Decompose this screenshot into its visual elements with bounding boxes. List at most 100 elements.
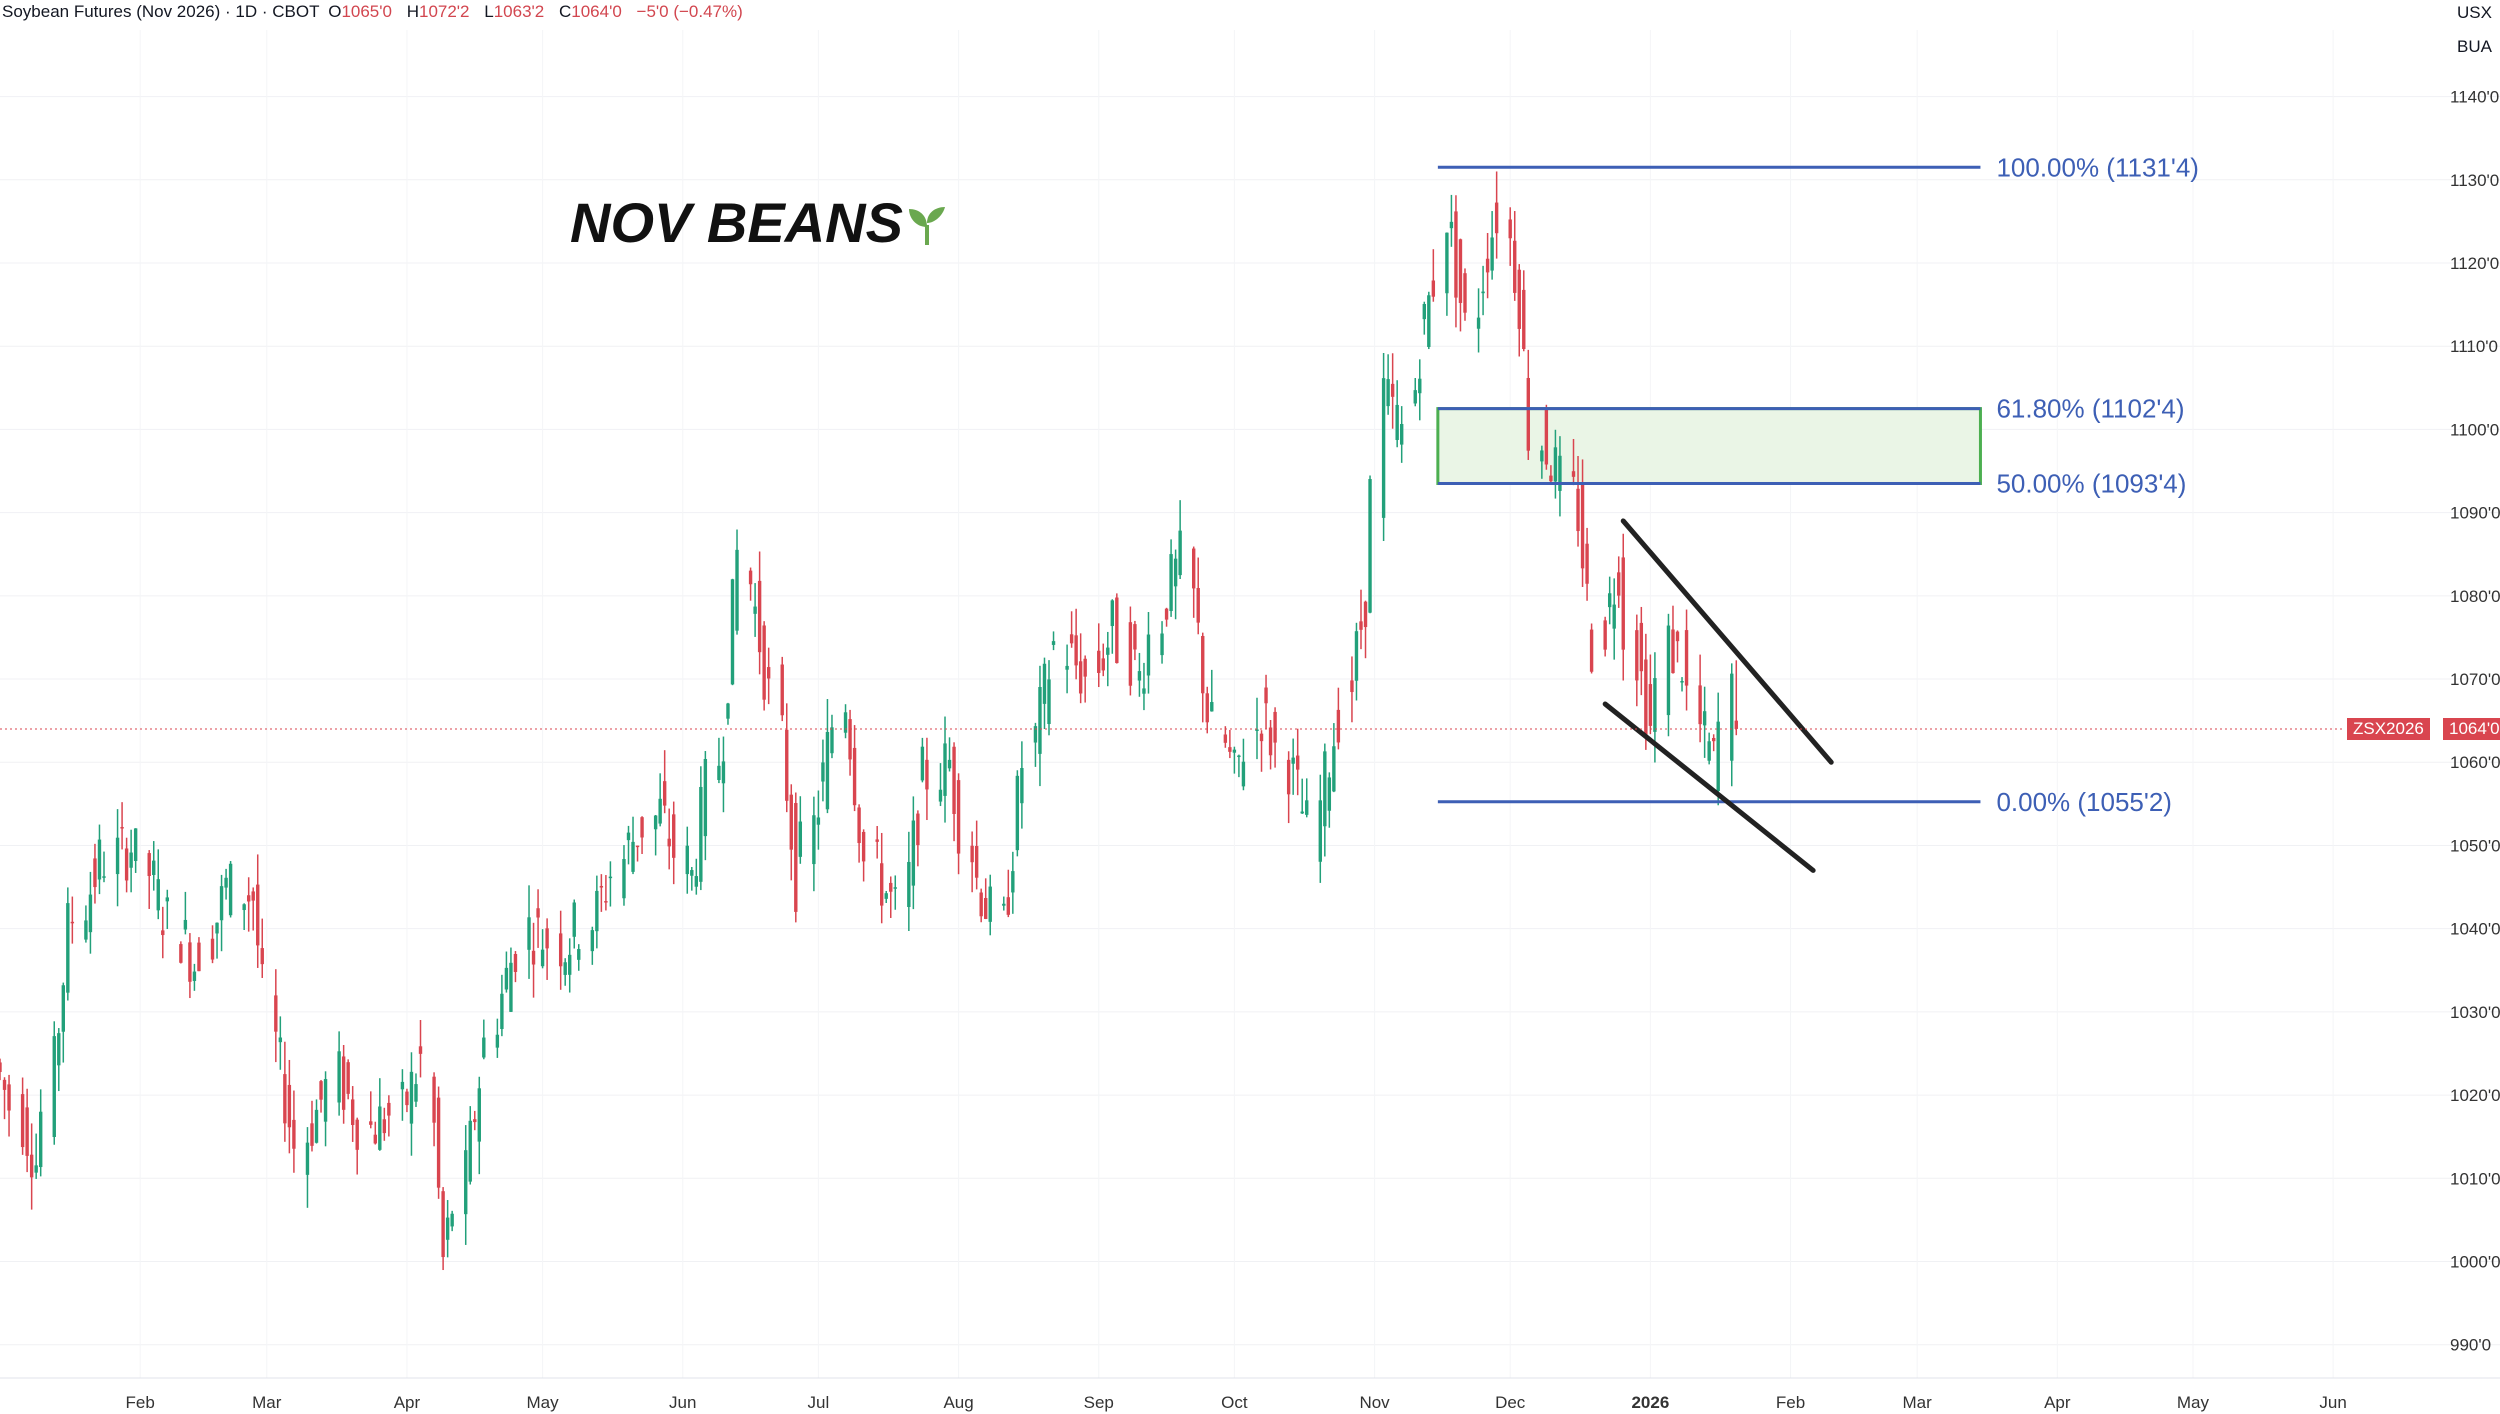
candle-body: [1178, 530, 1182, 576]
candle-body: [183, 919, 188, 930]
brand-text: NOV BEANS: [570, 191, 903, 254]
candle-body: [572, 902, 576, 937]
chart-header: Soybean Futures (Nov 2026) · 1D · CBOT O…: [2, 0, 753, 24]
candle-body: [1241, 761, 1246, 787]
candle-body: [1051, 641, 1056, 645]
candle-body: [1639, 622, 1644, 672]
open-label: O: [328, 2, 342, 21]
candle-body: [595, 890, 599, 932]
candle-body: [1422, 303, 1426, 320]
candle-body: [500, 993, 504, 1030]
candle-body: [120, 827, 124, 829]
symbol-title[interactable]: Soybean Futures (Nov 2026) · 1D · CBOT: [2, 2, 320, 21]
candle-body: [57, 1033, 61, 1066]
x-tick-label: Mar: [1903, 1393, 1933, 1412]
candle-body: [1445, 232, 1449, 294]
candle-body: [1476, 317, 1481, 329]
candle-body: [1707, 741, 1711, 761]
x-tick-label: Apr: [394, 1393, 421, 1412]
candle-body: [70, 921, 75, 924]
candle-body: [974, 846, 979, 878]
candle-body: [893, 887, 897, 889]
candle-body: [323, 1079, 328, 1122]
candle-body: [861, 831, 866, 862]
candle-body: [7, 1084, 11, 1111]
candle-body: [1264, 687, 1268, 704]
candle-body: [527, 917, 531, 950]
y-tick-label: 1060'0: [2450, 753, 2500, 772]
candle-body: [1020, 768, 1024, 804]
candle-series: [0, 171, 1738, 1271]
candle-body: [287, 1084, 292, 1128]
x-tick-label: Aug: [943, 1393, 973, 1412]
unit-label[interactable]: BUA: [2451, 34, 2498, 60]
candle-body: [1223, 734, 1228, 743]
candle-body: [482, 1037, 486, 1058]
candle-body: [843, 712, 848, 733]
candle-body: [504, 967, 509, 990]
channel-lower-line: [1602, 701, 1816, 873]
candle-body: [907, 861, 911, 908]
candle-body: [432, 1076, 436, 1123]
candle-body: [152, 860, 156, 875]
candle-body: [2, 1079, 7, 1090]
candle-body: [1711, 737, 1716, 742]
candle-body: [197, 942, 201, 972]
candle-body: [1286, 759, 1291, 795]
candle-body: [1730, 673, 1734, 761]
candle-body: [821, 762, 825, 782]
candle-body: [920, 746, 925, 781]
y-tick-label: 1020'0: [2450, 1086, 2500, 1105]
candle-body: [1363, 601, 1368, 628]
candle-body: [1015, 775, 1020, 851]
candle-body: [468, 1120, 472, 1182]
candle-body: [305, 1142, 310, 1175]
candle-body: [1332, 746, 1336, 792]
candle-body: [1522, 289, 1526, 349]
candle-body: [346, 1062, 350, 1094]
fib-level-label: 100.00% (1131'4): [1996, 152, 2199, 182]
candle-body: [1336, 709, 1341, 743]
candle-body: [84, 920, 88, 940]
candle-body: [825, 732, 830, 810]
candle-body: [1255, 729, 1259, 731]
candle-body: [1399, 423, 1404, 445]
currency-label[interactable]: USX: [2451, 0, 2498, 26]
candle-body: [631, 841, 635, 872]
candle-body: [568, 954, 572, 975]
candle-body: [1644, 659, 1648, 737]
candle-body: [816, 817, 821, 825]
candle-body: [1065, 665, 1069, 670]
candle-body: [1205, 693, 1209, 723]
candle-body: [685, 845, 689, 875]
y-tick-label: 1100'0: [2450, 420, 2499, 439]
candle-body: [350, 1099, 355, 1125]
candle-body: [925, 759, 929, 790]
candle-body: [735, 549, 739, 631]
y-tick-label: 1050'0: [2450, 836, 2500, 855]
x-tick-label: Apr: [2044, 1393, 2071, 1412]
candle-body: [911, 820, 916, 886]
candle-body: [133, 828, 138, 861]
x-tick-label: 2026: [1631, 1393, 1669, 1412]
candle-body: [1653, 678, 1657, 732]
candle-body: [1192, 548, 1196, 589]
candle-body: [513, 953, 518, 972]
candle-body: [1273, 711, 1277, 743]
candle-body: [292, 1119, 296, 1149]
candle-body: [66, 903, 70, 993]
channel-upper-line: [1620, 518, 1834, 765]
candle-body: [1458, 239, 1463, 303]
candle-body: [1011, 871, 1015, 893]
candle-body: [703, 759, 708, 837]
candle-body: [1354, 631, 1359, 681]
candle-body: [1684, 630, 1689, 686]
candle-body: [129, 852, 133, 868]
candle-body: [984, 898, 988, 919]
candle-body: [1006, 897, 1011, 915]
candle-body: [762, 625, 766, 700]
candle-body: [418, 1046, 423, 1054]
candle-body: [635, 845, 640, 848]
candle-body: [1607, 593, 1612, 608]
